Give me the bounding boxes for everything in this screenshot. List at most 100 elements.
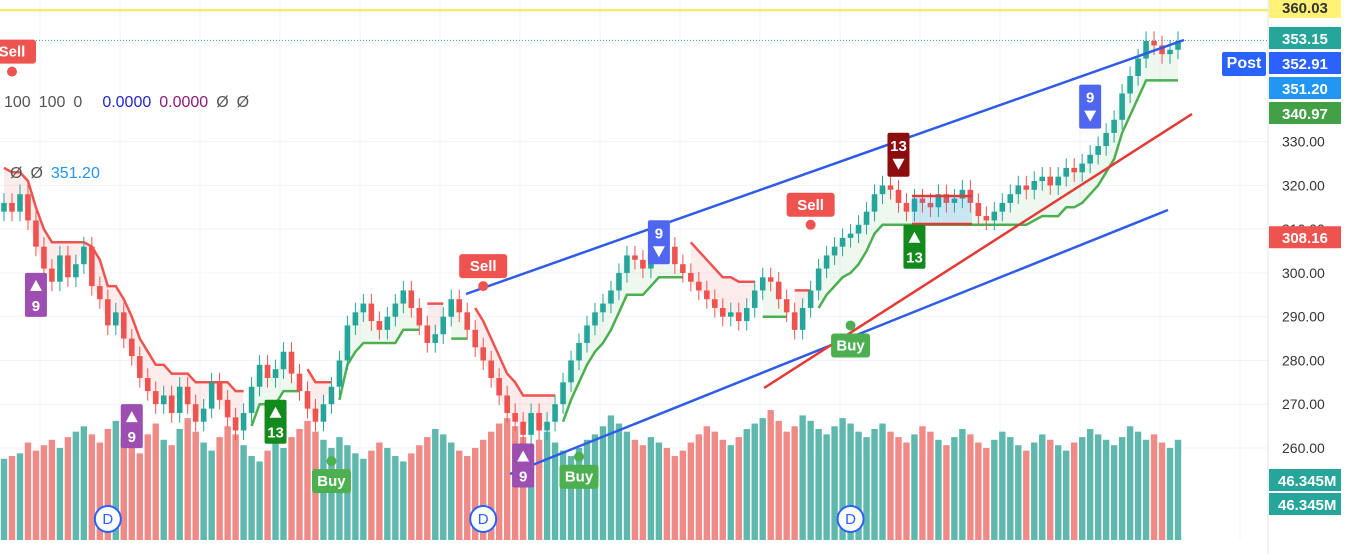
candle-body <box>823 255 830 269</box>
supertrend-line <box>689 241 755 283</box>
volume-bar <box>647 437 655 540</box>
volume-bar <box>240 445 247 540</box>
volume-bar <box>623 431 631 540</box>
candle-body <box>312 408 319 422</box>
sequence-count: 9 <box>1086 90 1094 107</box>
signal-dot <box>574 451 585 462</box>
price-axis[interactable]: 260.00270.00280.00290.00300.00310.00320.… <box>1267 0 1351 554</box>
candle-body <box>328 386 335 405</box>
volume-bar <box>919 426 926 540</box>
volume-bar <box>192 431 199 540</box>
candle-body <box>544 421 550 431</box>
volume-bar <box>783 431 790 540</box>
volume-bar <box>527 445 535 540</box>
dividend-label: D <box>845 511 856 528</box>
volume-bar <box>767 410 774 540</box>
candle-body <box>496 377 502 396</box>
volume-bar <box>368 450 375 540</box>
volume-bar <box>495 423 503 540</box>
candle-body <box>160 395 167 405</box>
volume-bar <box>360 458 367 540</box>
candle-body <box>184 386 191 405</box>
volume-bar <box>1118 437 1126 540</box>
candle-body <box>1151 41 1157 46</box>
candle-body <box>1023 185 1030 190</box>
candle-body <box>999 202 1006 212</box>
dividend-label: D <box>478 511 489 528</box>
volume-bar <box>967 434 974 540</box>
triangle-down-icon <box>892 158 905 170</box>
supertrend-line <box>3 166 244 393</box>
volume-bar <box>112 420 120 540</box>
candle-body <box>57 255 63 282</box>
volume-bar <box>703 426 711 540</box>
supertrend-fill <box>690 242 755 322</box>
volume-bar <box>599 426 607 540</box>
sequence-count: 13 <box>906 250 923 267</box>
volume-bar <box>104 428 112 540</box>
candle-body <box>256 364 263 387</box>
supertrend-line <box>306 368 332 384</box>
candle-body <box>632 255 638 260</box>
candle-body <box>775 281 782 300</box>
volume-bar <box>0 458 8 540</box>
volume-bar <box>983 447 990 540</box>
candle-body <box>1143 41 1149 59</box>
volume-bar <box>384 447 391 540</box>
volume-bar <box>304 420 311 540</box>
candle-body <box>552 404 558 422</box>
volume-bar <box>272 442 279 540</box>
volume-bar <box>951 437 958 540</box>
sequence-marker-box <box>903 224 926 269</box>
candle-body <box>1167 49 1173 55</box>
candle-body <box>400 290 407 304</box>
candle-body <box>1055 176 1062 186</box>
candle-body <box>456 299 463 313</box>
volume-bar <box>847 423 854 540</box>
candle-body <box>1103 132 1109 147</box>
candle-body <box>528 412 534 435</box>
volume-bar <box>352 453 359 540</box>
sequence-marker-box <box>1079 84 1102 129</box>
candle-body <box>352 312 359 326</box>
volume-bar <box>1031 442 1038 540</box>
candle-body <box>751 290 758 308</box>
volume-bar <box>88 434 96 540</box>
volume-bar <box>615 423 623 540</box>
candle-body <box>727 312 734 317</box>
volume-bar <box>296 428 303 540</box>
volume-bar <box>376 442 383 540</box>
supertrend-fill <box>563 237 683 422</box>
volume-bar <box>1174 439 1182 540</box>
volume-bar <box>551 442 559 540</box>
candle-body <box>368 303 375 322</box>
candle-body <box>807 290 814 308</box>
dividend-label: D <box>102 511 113 528</box>
volume-bar <box>424 437 431 540</box>
volume-bar <box>727 445 734 540</box>
candle-body <box>640 259 646 269</box>
volume-bar <box>440 434 447 540</box>
candle-body <box>911 198 918 212</box>
price-tag-box <box>1269 0 1341 18</box>
volume-bar <box>887 431 894 540</box>
volume-bar <box>991 439 998 540</box>
volume-bar <box>48 439 56 540</box>
sequence-count: 9 <box>519 468 527 485</box>
candle-body <box>783 299 790 313</box>
sequence-marker-box <box>264 399 287 444</box>
volume-bar <box>663 447 671 540</box>
volume-bar <box>759 418 766 540</box>
volume-bar <box>1134 431 1142 540</box>
volume-bar <box>1086 428 1094 540</box>
candle-body <box>33 220 39 247</box>
candle-body <box>408 290 415 308</box>
candle-body <box>121 312 127 339</box>
candle-body <box>448 299 455 317</box>
volume-bar <box>695 434 703 540</box>
volume-bar <box>911 434 918 540</box>
candle-body <box>200 408 207 422</box>
sequence-count: 9 <box>32 298 40 315</box>
triangle-up-icon <box>269 406 282 418</box>
